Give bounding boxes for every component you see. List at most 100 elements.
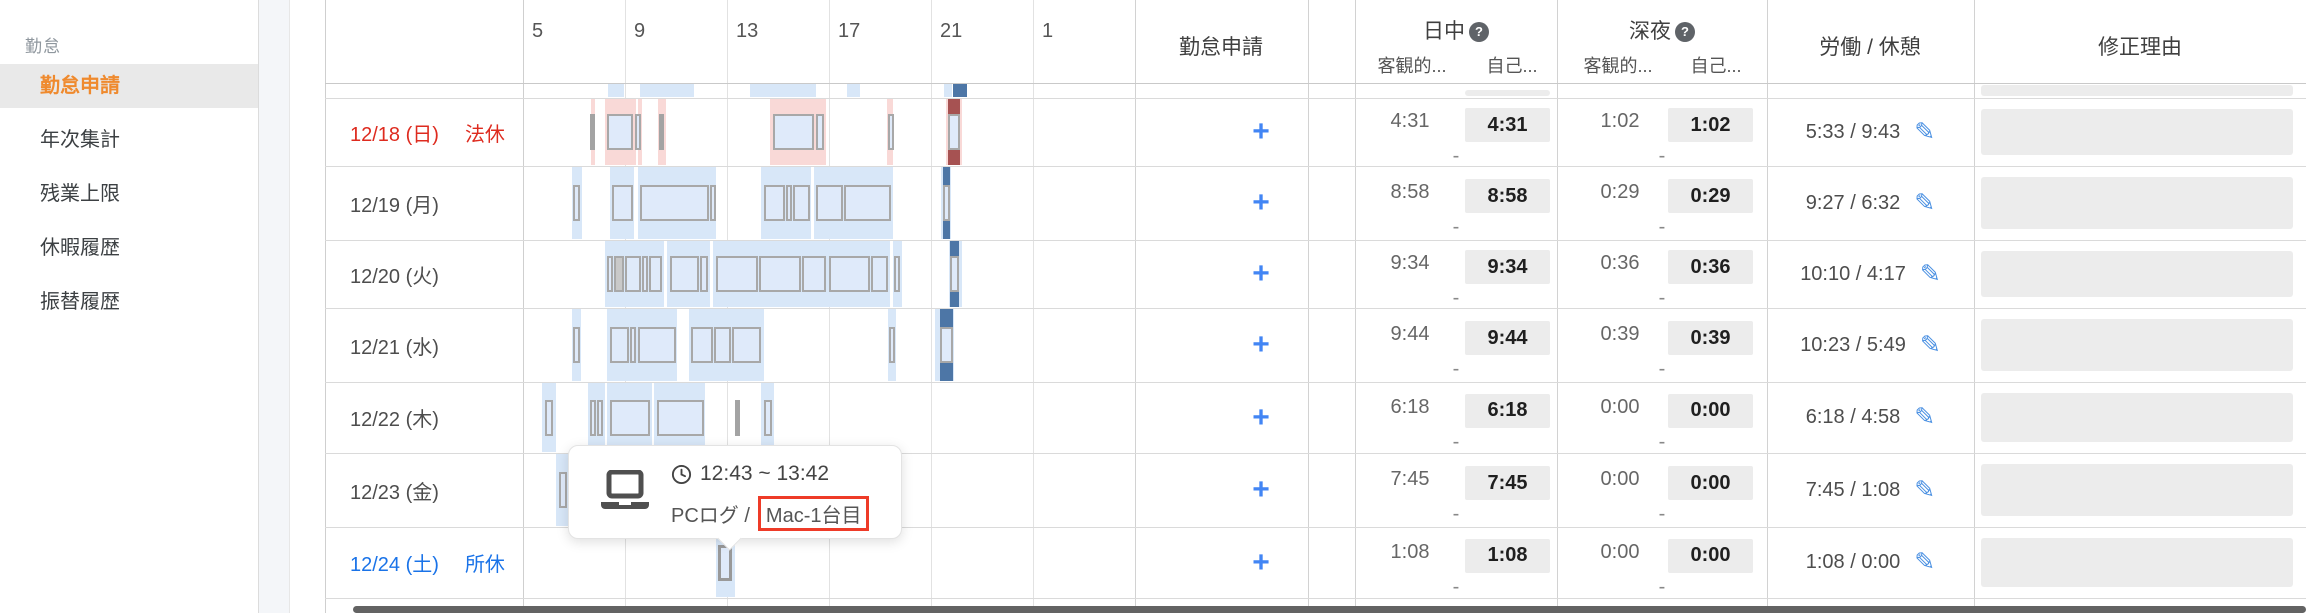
pc-log-segment[interactable]	[641, 256, 648, 292]
hour-tick-label: 9	[634, 20, 646, 42]
header-reason: 修正理由	[2000, 31, 2280, 61]
sidebar-item-3[interactable]: 休暇履歴	[0, 226, 258, 270]
pc-log-segment[interactable]	[691, 327, 713, 363]
pc-log-segment[interactable]	[714, 327, 731, 363]
pc-log-segment[interactable]	[815, 114, 824, 150]
reason-input[interactable]	[1981, 177, 2293, 229]
objective-value: 0:00	[1600, 468, 1640, 490]
pc-log-segment[interactable]	[613, 256, 624, 292]
reason-input[interactable]	[1981, 393, 2293, 442]
pc-log-segment[interactable]	[829, 256, 871, 292]
row-date: 12/20 (火)	[350, 265, 439, 288]
pc-log-segment[interactable]	[558, 472, 568, 508]
clock-icon	[671, 464, 692, 484]
help-icon[interactable]: ?	[1469, 21, 1489, 42]
pc-log-segment[interactable]	[950, 256, 960, 292]
row-date: 12/22 (木)	[350, 409, 439, 431]
sidebar-item-4[interactable]: 振替履歴	[0, 280, 258, 324]
sidebar-divider[interactable]	[258, 0, 290, 613]
pc-log-segment[interactable]	[732, 327, 762, 363]
edit-pencil-icon[interactable]: ✎	[1914, 188, 1936, 217]
pc-log-segment[interactable]	[669, 256, 699, 292]
pc-log-segment[interactable]	[764, 185, 786, 221]
edit-pencil-icon[interactable]: ✎	[1914, 475, 1936, 504]
pc-log-segment[interactable]	[649, 256, 662, 292]
column-border-0	[1135, 0, 1136, 613]
edit-pencil-icon[interactable]: ✎	[1914, 403, 1936, 431]
pc-log-segment[interactable]	[573, 185, 581, 221]
pc-log-segment[interactable]	[624, 256, 641, 292]
self-report-value: 0:39	[1668, 321, 1753, 355]
pc-log-segment[interactable]	[544, 399, 554, 436]
secondary-value-dash: -	[1452, 287, 1460, 309]
pc-log-segment[interactable]	[573, 327, 580, 363]
add-attendance-request-button[interactable]: +	[1252, 400, 1270, 434]
pc-log-segment[interactable]	[816, 185, 844, 221]
pc-log-segment[interactable]	[894, 256, 900, 292]
pc-log-segment[interactable]	[656, 399, 704, 436]
reason-input[interactable]	[1981, 251, 2293, 297]
pc-log-segment[interactable]	[606, 114, 634, 150]
timeline-activity-band	[846, 84, 860, 97]
edit-pencil-icon[interactable]: ✎	[1919, 259, 1941, 288]
pc-log-segment[interactable]	[607, 256, 614, 292]
pc-log-segment[interactable]	[609, 327, 629, 363]
pc-log-segment[interactable]	[942, 185, 951, 221]
pc-log-segment[interactable]	[793, 185, 810, 221]
add-attendance-request-button[interactable]: +	[1252, 257, 1270, 290]
late-night-block	[952, 84, 967, 97]
edit-pencil-icon[interactable]: ✎	[1914, 117, 1936, 146]
add-attendance-request-button[interactable]: +	[1252, 328, 1270, 361]
help-icon[interactable]: ?	[1675, 21, 1695, 42]
add-attendance-request-button[interactable]: +	[1252, 115, 1270, 148]
pc-log-segment[interactable]	[609, 399, 651, 436]
row-border-5	[325, 382, 2306, 383]
pc-log-segment[interactable]	[715, 256, 758, 292]
column-border-2	[1355, 0, 1356, 613]
add-attendance-request-button[interactable]: +	[1252, 186, 1270, 219]
pc-log-segment[interactable]	[589, 399, 596, 436]
edit-pencil-icon[interactable]: ✎	[1914, 548, 1936, 576]
add-attendance-request-button[interactable]: +	[1252, 545, 1270, 579]
hour-gridline-3	[931, 0, 932, 613]
row-border-6	[325, 453, 2306, 454]
reason-input[interactable]	[1981, 538, 2293, 587]
pc-log-segment[interactable]	[640, 185, 710, 221]
pc-log-segment[interactable]	[772, 114, 815, 150]
pc-log-segment[interactable]	[700, 256, 708, 292]
pc-log-segment[interactable]	[764, 399, 772, 436]
sidebar-item-2[interactable]: 残業上限	[0, 172, 258, 216]
pc-log-segment[interactable]	[597, 399, 604, 436]
row-date: 12/19 (月)	[350, 194, 439, 217]
pc-log-segment[interactable]	[786, 185, 793, 221]
sidebar-item-label: 年次集計	[40, 129, 120, 151]
pc-log-segment[interactable]	[802, 256, 826, 292]
sidebar-item-1[interactable]: 年次集計	[0, 118, 258, 162]
pc-log-segment[interactable]	[947, 114, 961, 150]
reason-input[interactable]	[1981, 109, 2293, 155]
pc-log-segment[interactable]	[871, 256, 888, 292]
edit-pencil-icon[interactable]: ✎	[1919, 330, 1941, 359]
pc-log-segment[interactable]	[634, 114, 641, 150]
reason-input[interactable]	[1981, 319, 2293, 371]
reason-input[interactable]	[1981, 464, 2293, 516]
late-night-block	[950, 292, 960, 307]
pc-log-segment[interactable]	[844, 185, 891, 221]
pc-log-segment[interactable]	[758, 256, 801, 292]
pc-log-segment[interactable]	[939, 327, 953, 363]
sidebar-item-0[interactable]: 勤怠申請	[0, 64, 258, 108]
pc-log-segment[interactable]	[888, 114, 895, 150]
work-break-value: 10:23 / 5:49	[1800, 333, 1906, 356]
pc-log-segment[interactable]	[612, 185, 633, 221]
work-break-cell: 7:45 / 1:08 ✎	[1767, 453, 1974, 527]
horizontal-scrollbar-thumb[interactable]	[353, 606, 2306, 613]
pc-log-segment[interactable]	[629, 327, 637, 363]
objective-value: 9:44	[1390, 323, 1430, 345]
pc-log-segment[interactable]	[888, 327, 895, 363]
add-attendance-request-button[interactable]: +	[1252, 473, 1270, 506]
work-break-cell: 6:18 / 4:58 ✎	[1767, 382, 1974, 453]
pc-log-segment[interactable]	[710, 185, 717, 221]
pc-log-segment[interactable]	[637, 327, 677, 363]
hour-tick-label: 21	[940, 20, 963, 42]
